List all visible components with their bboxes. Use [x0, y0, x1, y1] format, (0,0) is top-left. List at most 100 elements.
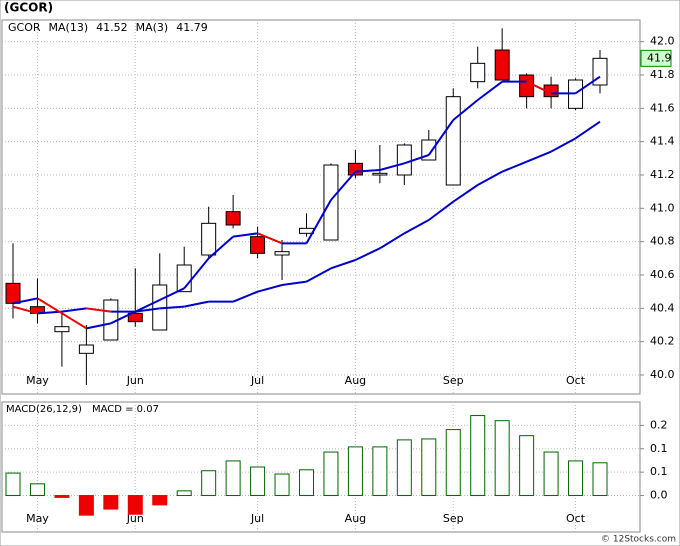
- ma-segment: [61, 312, 87, 330]
- ma-segment: [135, 307, 160, 313]
- macd-bar: [250, 466, 266, 497]
- x-tick-label: Jun: [126, 512, 144, 525]
- ma-segment: [305, 199, 332, 244]
- last-price-label: 41.9: [647, 51, 672, 64]
- x-tick-label: Oct: [566, 374, 586, 387]
- ma-segment: [427, 119, 455, 156]
- y-tick-label: 41.0: [650, 201, 675, 214]
- ma-segment: [134, 299, 161, 313]
- ma-segment: [404, 154, 430, 165]
- macd-bar: [299, 469, 314, 497]
- x-tick-label: Sep: [443, 374, 464, 387]
- candle-body: [347, 162, 363, 176]
- ma-segment: [183, 257, 210, 289]
- x-tick-label: Jul: [250, 374, 264, 387]
- ma-segment: [232, 232, 258, 238]
- ma-segment: [452, 184, 479, 203]
- panel: [1, 401, 641, 533]
- ma-segment: [574, 75, 601, 95]
- ma-segment: [501, 160, 528, 173]
- y-tick-label: 40.6: [650, 268, 675, 281]
- x-tick-label: Sep: [443, 512, 464, 525]
- x-tick-label: Aug: [345, 374, 366, 387]
- ma-segment: [526, 150, 552, 163]
- candle-body: [299, 227, 314, 234]
- x-tick-label: Aug: [345, 512, 366, 525]
- y-tick-label: 40.4: [650, 301, 675, 314]
- ma-segment: [86, 322, 112, 330]
- candle-body: [323, 164, 339, 241]
- candle-body: [519, 74, 535, 98]
- macd-bar: [127, 495, 143, 515]
- ma-segment: [257, 284, 283, 293]
- ma-segment: [257, 232, 283, 245]
- ma-segment: [403, 219, 430, 235]
- candle-body: [494, 49, 510, 81]
- y-tick-label: 40.0: [650, 368, 675, 381]
- macd-bar: [519, 435, 535, 497]
- x-tick-label: Jul: [250, 512, 264, 525]
- macd-bar: [225, 460, 241, 497]
- candle-body: [445, 96, 461, 186]
- ma-segment: [61, 307, 87, 313]
- candle-body: [201, 222, 217, 256]
- candle-body: [78, 344, 94, 354]
- macd-bar: [494, 420, 510, 497]
- macd-bar: [592, 462, 608, 497]
- candle-body: [127, 312, 143, 323]
- ma-segment: [159, 287, 185, 301]
- ma-segment: [330, 171, 357, 201]
- ma-segment: [281, 280, 307, 286]
- macd-bar: [470, 415, 486, 497]
- macd-bar: [568, 460, 584, 497]
- candle-body: [274, 251, 290, 256]
- candle-body: [372, 172, 388, 176]
- x-tick-label: May: [26, 374, 49, 387]
- legend-text: MA(3): [136, 21, 169, 34]
- macd-bar: [5, 472, 21, 497]
- ma-segment: [477, 80, 503, 101]
- last-price-box: [640, 49, 672, 67]
- ma-segment: [354, 247, 381, 261]
- macd-bar: [396, 439, 412, 497]
- y-tick-label: 41.6: [650, 101, 675, 114]
- x-tick-label: May: [26, 512, 49, 525]
- y-tick-label: 0.1: [650, 442, 668, 455]
- y-tick-label: 0.2: [650, 418, 668, 431]
- ma-segment: [550, 137, 577, 153]
- macd-bar: [543, 451, 559, 497]
- macd-bar: [421, 438, 437, 497]
- ma-segment: [526, 80, 552, 95]
- macd-bar: [152, 495, 168, 506]
- legend-text: MA(13): [49, 21, 89, 34]
- ma-segment: [110, 310, 136, 325]
- macd-bar: [372, 446, 388, 497]
- y-tick-label: 41.4: [650, 135, 675, 148]
- y-tick-label: 40.2: [650, 335, 675, 348]
- ma-segment: [232, 290, 258, 303]
- legend-text: 41.79: [176, 21, 208, 34]
- macd-bar: [201, 470, 217, 497]
- candle-body: [225, 211, 241, 226]
- macd-bar: [29, 483, 45, 497]
- footer: © 12Stocks.com: [601, 535, 676, 545]
- ma-segment: [330, 259, 356, 270]
- ma-segment: [379, 162, 405, 171]
- ma-segment: [159, 305, 185, 310]
- macd-bar: [274, 473, 290, 497]
- macd-bar: [103, 495, 119, 510]
- y-tick-label: 0.0: [650, 489, 668, 502]
- macd-bar: [78, 495, 94, 516]
- ma-segment: [477, 170, 503, 186]
- ma-segment: [379, 232, 405, 250]
- ma-segment: [428, 200, 454, 221]
- macd-bar: [54, 495, 70, 498]
- macd-bar: [323, 451, 339, 497]
- candle-body: [470, 62, 486, 83]
- ma-segment: [36, 297, 63, 315]
- candle-body: [421, 139, 437, 161]
- ma-segment: [306, 267, 332, 283]
- candle-body: [54, 326, 70, 333]
